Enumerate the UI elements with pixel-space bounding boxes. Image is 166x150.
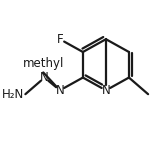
Text: N: N <box>40 71 49 84</box>
Text: N: N <box>102 84 110 97</box>
Text: methyl: methyl <box>23 57 64 70</box>
Text: F: F <box>57 33 63 46</box>
Text: N: N <box>55 84 64 97</box>
Text: H₂N: H₂N <box>2 88 24 101</box>
